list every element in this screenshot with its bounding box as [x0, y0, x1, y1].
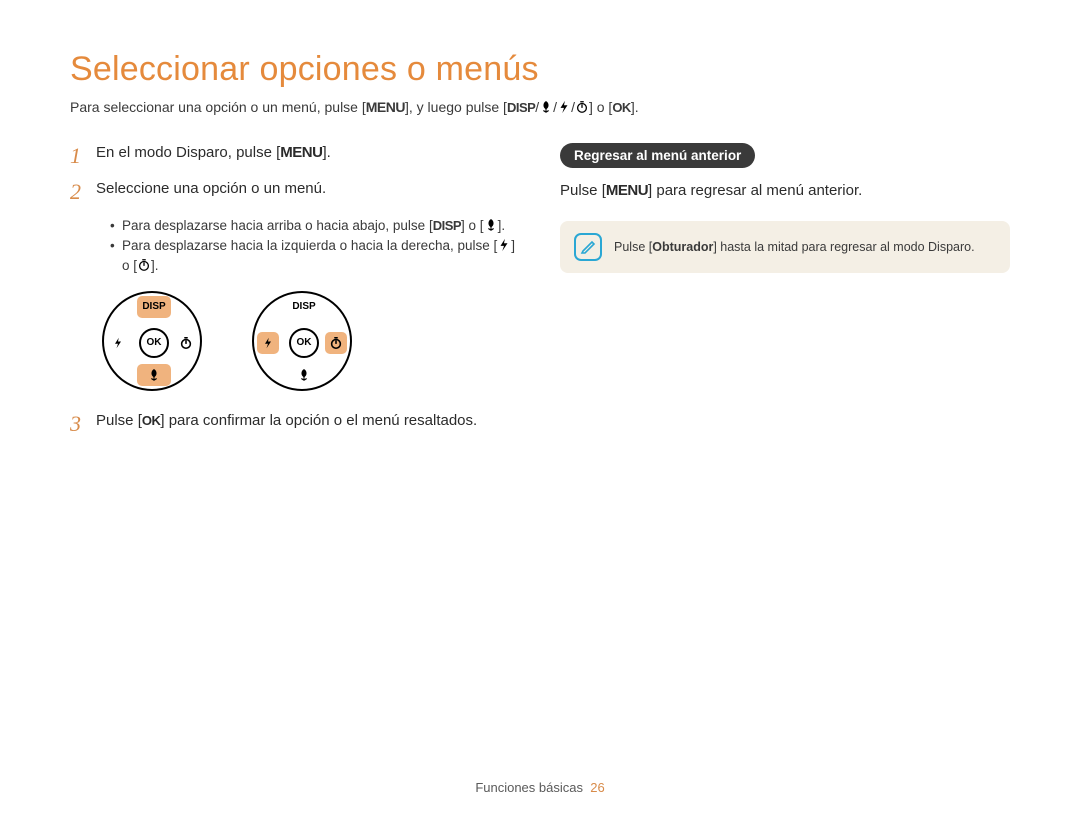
flash-icon [262, 336, 274, 350]
page-title: Seleccionar opciones o menús [70, 50, 1010, 89]
dial-ok-button: OK [139, 328, 169, 358]
bullet-2-post: ]. [151, 258, 159, 273]
step-3-pre: Pulse [ [96, 412, 142, 429]
right-text-post: ] para regresar al menú anterior. [648, 182, 862, 199]
dial-disp-button: DISP [287, 296, 321, 318]
step-2-number: 2 [70, 179, 96, 205]
dials-illustration: DISP OK DISP [102, 291, 520, 391]
right-column: Regresar al menú anterior Pulse [MENU] p… [560, 143, 1010, 447]
bullet-2: Para desplazarse hacia la izquierda o ha… [110, 236, 520, 277]
step-2: 2 Seleccione una opción o un menú. [70, 179, 520, 205]
macro-icon [539, 100, 553, 114]
note-box: Pulse [Obturador] hasta la mitad para re… [560, 221, 1010, 273]
step-3-number: 3 [70, 411, 96, 437]
dial-macro-button [287, 364, 321, 386]
bullet-1: Para desplazarse hacia arriba o hacia ab… [110, 216, 520, 236]
right-body-text: Pulse [MENU] para regresar al menú anter… [560, 182, 1010, 199]
dial-disp-button: DISP [137, 296, 171, 318]
disp-label: DISP [507, 100, 535, 115]
menu-label: MENU [606, 182, 648, 199]
macro-icon [484, 218, 498, 232]
section-pill: Regresar al menú anterior [560, 143, 755, 168]
intro-mid1: ], y luego pulse [ [405, 99, 507, 115]
intro-pre: Para seleccionar una opción o un menú, p… [70, 99, 366, 115]
step-2-text: Seleccione una opción o un menú. [96, 179, 326, 199]
step-1: 1 En el modo Disparo, pulse [MENU]. [70, 143, 520, 169]
bullet-1-mid: ] o [ [461, 218, 484, 233]
timer-icon [575, 100, 589, 114]
intro-mid2: ] o [ [589, 99, 612, 115]
note-icon [574, 233, 602, 261]
dial-ok-button: OK [289, 328, 319, 358]
step-1-pre: En el modo Disparo, pulse [ [96, 144, 280, 161]
step-2-bullets: Para desplazarse hacia arriba o hacia ab… [110, 216, 520, 277]
timer-icon [179, 336, 193, 350]
left-column: 1 En el modo Disparo, pulse [MENU]. 2 Se… [70, 143, 520, 447]
intro-post: ]. [631, 99, 639, 115]
right-text-pre: Pulse [ [560, 182, 606, 199]
menu-label: MENU [280, 144, 322, 161]
bullet-2-pre: Para desplazarse hacia la izquierda o ha… [122, 238, 497, 253]
macro-icon [297, 368, 311, 382]
obturador-label: Obturador [652, 240, 713, 254]
dial-flash-button [257, 332, 279, 354]
dial-horizontal: DISP OK [252, 291, 352, 391]
ok-label: OK [612, 100, 631, 115]
intro-text: Para seleccionar una opción o un menú, p… [70, 99, 1010, 115]
note-text: Pulse [Obturador] hasta la mitad para re… [614, 240, 975, 254]
flash-icon [557, 100, 571, 114]
flash-icon [497, 238, 511, 252]
footer-page-number: 26 [590, 780, 604, 795]
note-pre: Pulse [ [614, 240, 652, 254]
menu-label: MENU [366, 99, 405, 115]
macro-icon [147, 368, 161, 382]
step-1-post: ]. [322, 144, 330, 161]
step-3: 3 Pulse [OK] para confirmar la opción o … [70, 411, 520, 437]
bullet-1-pre: Para desplazarse hacia arriba o hacia ab… [122, 218, 433, 233]
flash-icon [112, 336, 124, 350]
disp-label: DISP [433, 218, 461, 233]
page-footer: Funciones básicas 26 [0, 780, 1080, 795]
footer-label: Funciones básicas [475, 780, 583, 795]
step-1-number: 1 [70, 143, 96, 169]
ok-label: OK [142, 413, 161, 428]
dial-flash-button [107, 332, 129, 354]
timer-icon [137, 258, 151, 272]
note-post: ] hasta la mitad para regresar al modo D… [713, 240, 974, 254]
dial-macro-button [137, 364, 171, 386]
dial-timer-button [175, 332, 197, 354]
timer-icon [329, 336, 343, 350]
step-3-post: ] para confirmar la opción o el menú res… [160, 412, 477, 429]
dial-vertical: DISP OK [102, 291, 202, 391]
bullet-1-post: ]. [498, 218, 506, 233]
dial-timer-button [325, 332, 347, 354]
